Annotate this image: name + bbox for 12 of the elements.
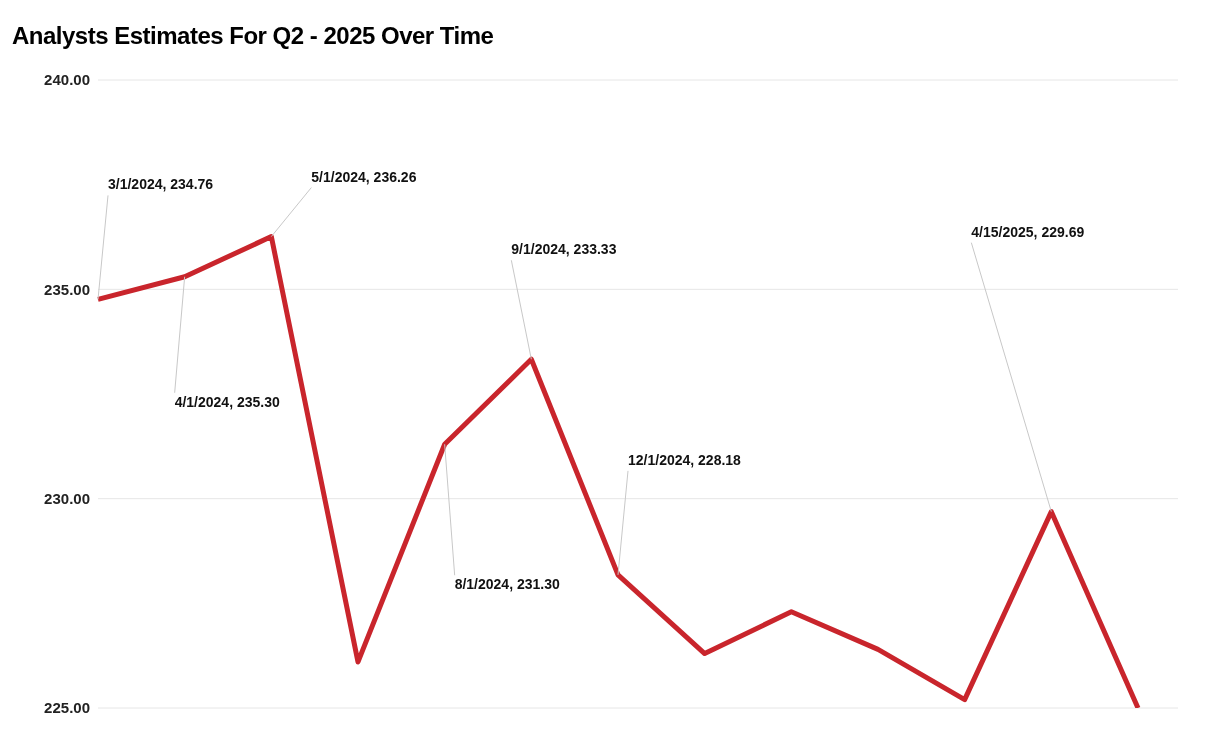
data-label: 4/15/2025, 229.69	[971, 223, 1085, 240]
data-label: 9/1/2024, 233.33	[511, 241, 617, 258]
y-tick-label: 225.00	[44, 699, 90, 717]
data-label: 5/1/2024, 236.26	[311, 168, 417, 185]
data-label: 3/1/2024, 234.76	[108, 176, 214, 193]
y-tick-label: 230.00	[44, 489, 90, 507]
data-label: 4/1/2024, 235.30	[174, 393, 280, 410]
data-label: 8/1/2024, 231.30	[454, 576, 560, 593]
y-tick-label: 235.00	[44, 280, 90, 298]
y-tick-label: 240.00	[44, 71, 90, 89]
data-label: 12/1/2024, 228.18	[628, 451, 742, 468]
chart-title: Analysts Estimates For Q2 - 2025 Over Time	[12, 22, 495, 50]
